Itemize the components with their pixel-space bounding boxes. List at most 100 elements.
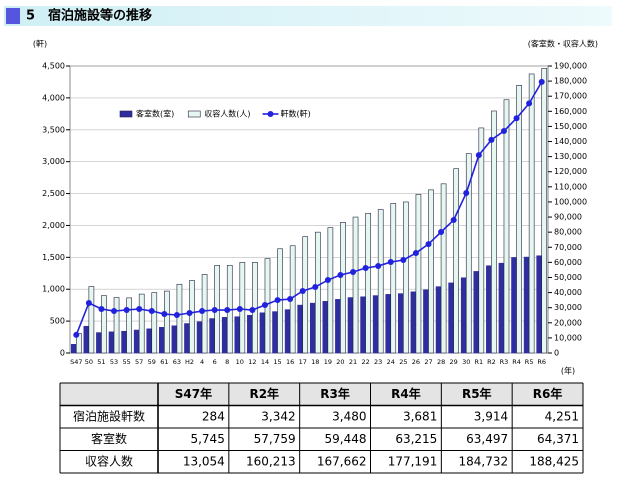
bar — [327, 227, 334, 354]
y2-axis-label: (客室数・収容人数) — [528, 39, 598, 49]
bar — [83, 325, 90, 354]
y-tick-label: 3,000 — [42, 157, 65, 166]
x-tick-label: 23 — [374, 358, 382, 366]
line-point — [350, 269, 357, 276]
legend-label: 収容人数(人) — [204, 109, 250, 119]
x-tick-label: R3 — [500, 358, 509, 366]
table-cell: 184,732 — [459, 454, 509, 468]
x-tick-label: 22 — [361, 358, 369, 366]
x-tick-label: 12 — [248, 358, 256, 366]
bar — [88, 286, 95, 354]
x-tick-label: 20 — [336, 358, 344, 366]
bar — [189, 280, 195, 354]
y-tick-label: 1,000 — [42, 285, 65, 294]
legend-swatch — [267, 111, 274, 117]
table-header: S47年 — [175, 386, 212, 401]
y2-tick-label: 190,000 — [554, 62, 587, 71]
line-point — [450, 217, 457, 224]
y-tick-label: 0 — [60, 349, 65, 358]
bar — [322, 301, 329, 354]
x-tick-label: 10 — [236, 358, 244, 366]
bar — [284, 309, 291, 354]
table-cell: 64,371 — [537, 432, 579, 446]
y-tick-label: 3,500 — [42, 125, 65, 134]
table-cell: 5,745 — [190, 432, 224, 446]
bar — [151, 292, 158, 354]
bar — [498, 262, 505, 354]
y2-tick-label: 90,000 — [554, 213, 582, 222]
table-cell: 3,681 — [403, 409, 437, 423]
x-tick-label: 63 — [173, 358, 181, 366]
bar — [435, 286, 442, 354]
bar — [176, 283, 183, 354]
y-tick-label: 2,500 — [42, 189, 65, 198]
y2-tick-label: 40,000 — [554, 288, 582, 297]
line-point — [261, 302, 268, 309]
legend-swatch — [187, 110, 201, 118]
x-tick-label: 50 — [85, 358, 93, 366]
x-tick-label: 24 — [387, 358, 395, 366]
line-point — [236, 305, 243, 312]
bar — [164, 290, 170, 354]
bar — [297, 304, 304, 354]
line-point — [362, 265, 369, 272]
bar — [196, 321, 203, 354]
line-point — [500, 128, 507, 135]
x-tick-label: 19 — [324, 358, 332, 366]
x-axis-label: (年) — [561, 366, 575, 376]
bar — [146, 328, 153, 354]
y2-tick-label: 110,000 — [554, 182, 587, 191]
x-tick-label: 25 — [399, 358, 407, 366]
line-point — [425, 241, 432, 248]
y2-tick-label: 70,000 — [554, 243, 582, 252]
page-title: 5 宿泊施設等の推移 — [26, 8, 152, 24]
header-band — [4, 6, 612, 26]
bar — [209, 318, 215, 354]
table-cell: 13,054 — [183, 454, 225, 468]
table-header: R3年 — [320, 386, 350, 401]
line-point — [148, 308, 155, 315]
x-tick-label: 55 — [122, 358, 130, 366]
x-tick-label: 8 — [225, 358, 229, 366]
bar — [448, 282, 454, 354]
x-tick-label: R5 — [525, 358, 534, 366]
bar — [302, 236, 309, 354]
bar — [536, 255, 543, 354]
bar — [221, 317, 228, 354]
y-axis-label: (軒) — [33, 40, 47, 49]
x-tick-label: 16 — [286, 358, 294, 366]
table-header: R5年 — [462, 386, 492, 401]
row-label: 収容人数 — [85, 453, 133, 468]
line-point — [73, 331, 80, 338]
line-point — [488, 136, 495, 143]
x-tick-label: 4 — [200, 358, 204, 366]
bar — [491, 110, 497, 354]
y-tick-label: 500 — [50, 317, 65, 326]
table-cell: 57,759 — [254, 432, 296, 446]
bar — [410, 291, 417, 354]
line-point — [475, 152, 482, 159]
line-point — [299, 288, 306, 295]
bar — [314, 231, 321, 354]
y-tick-label: 2,000 — [42, 221, 65, 230]
line-point — [463, 190, 470, 197]
bar — [159, 327, 165, 354]
bar — [365, 212, 371, 354]
x-tick-label: 15 — [273, 358, 281, 366]
x-tick-label: 29 — [450, 358, 458, 366]
y2-tick-label: 160,000 — [554, 107, 587, 116]
bar — [503, 99, 510, 354]
table-cell: 167,662 — [317, 454, 367, 468]
x-tick-label: 59 — [148, 358, 156, 366]
x-tick-label: R4 — [512, 358, 521, 366]
table-header: R4年 — [391, 386, 421, 401]
bar — [523, 256, 530, 354]
line-point — [526, 100, 533, 107]
bar — [460, 277, 467, 354]
x-tick-label: 61 — [160, 358, 168, 366]
bar — [415, 194, 422, 354]
bar — [184, 323, 190, 354]
legend-label: 客室数(室) — [136, 109, 174, 119]
x-tick-label: S47 — [70, 358, 82, 366]
